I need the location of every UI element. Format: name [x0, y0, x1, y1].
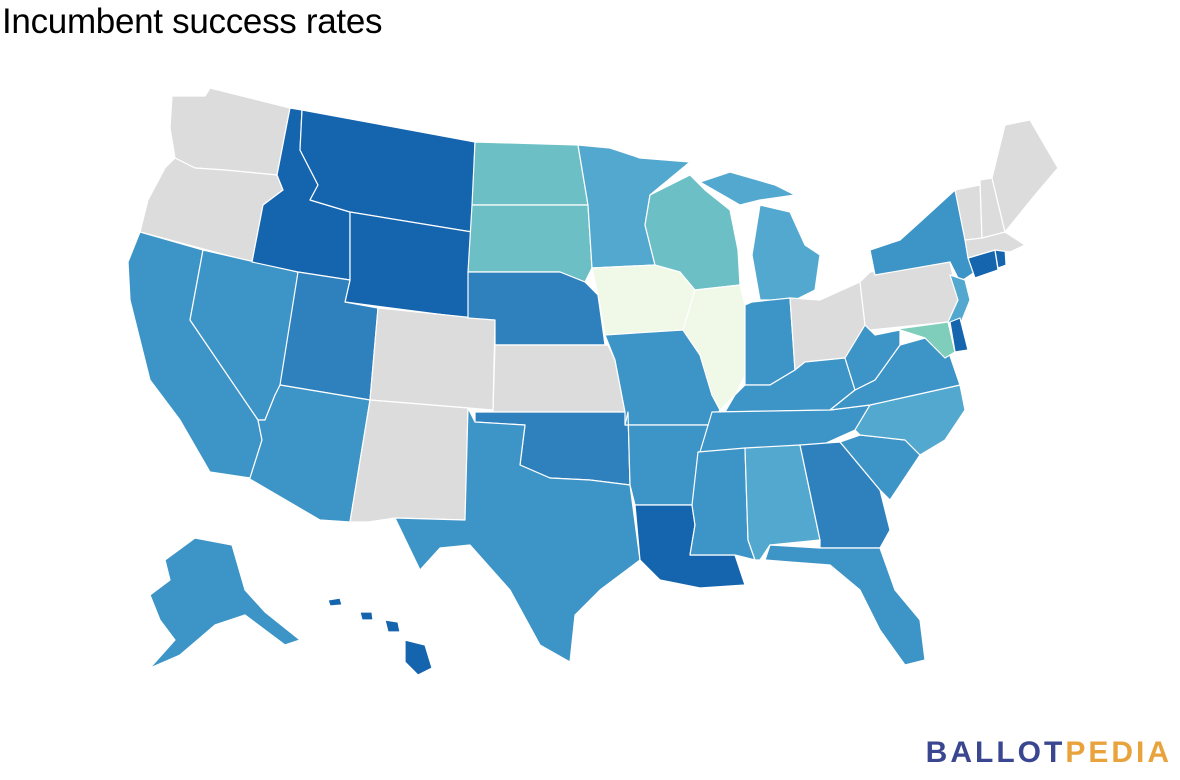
state-TX[interactable] [394, 407, 641, 663]
state-MI[interactable] [699, 171, 821, 301]
state-SD[interactable] [467, 204, 593, 283]
state-FL[interactable] [764, 544, 926, 666]
state-ME[interactable] [991, 119, 1059, 233]
state-HI[interactable] [327, 597, 433, 676]
state-DE[interactable] [949, 317, 969, 353]
ballotpedia-logo: BALLOTPEDIA [926, 736, 1172, 770]
state-MD[interactable] [889, 321, 956, 359]
logo-part1: BALLOT [925, 736, 1066, 769]
state-ND[interactable] [471, 141, 589, 206]
state-AK[interactable] [149, 537, 301, 669]
state-NM[interactable] [349, 399, 469, 523]
map-title: Incumbent success rates [2, 2, 383, 41]
state-IN[interactable] [744, 297, 796, 386]
state-KS[interactable] [492, 344, 626, 413]
state-IA[interactable] [591, 264, 696, 336]
state-WY[interactable] [344, 211, 473, 319]
state-IL[interactable] [682, 284, 746, 411]
state-WA[interactable] [169, 87, 291, 176]
logo-part2: PEDIA [1065, 736, 1172, 769]
state-CO[interactable] [369, 307, 496, 411]
